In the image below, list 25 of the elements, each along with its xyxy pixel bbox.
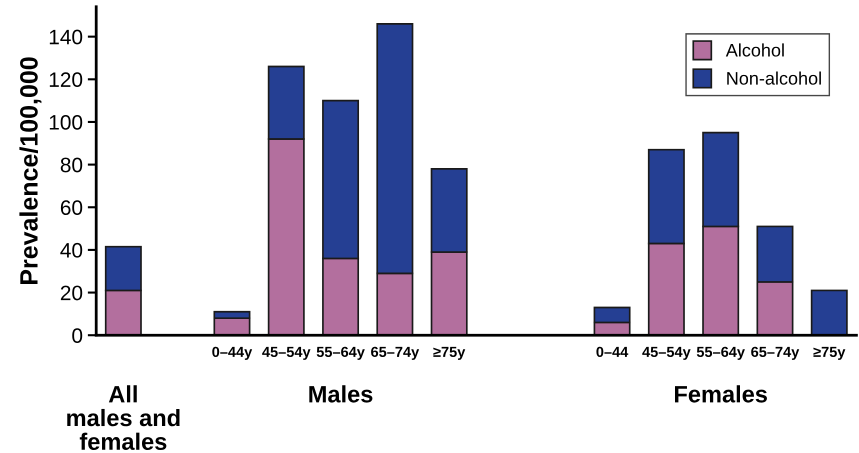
x-tick-label: 55–64y	[316, 346, 365, 360]
x-tick-label: 45–54y	[262, 346, 311, 360]
y-tick-label: 100	[50, 114, 82, 130]
x-tick-label: 45–54y	[642, 346, 691, 360]
text: Females	[675, 385, 767, 403]
y-tick-label: 40	[60, 242, 82, 258]
bar	[810, 290, 848, 336]
x-tick-label: ≥75y	[433, 346, 466, 360]
y-tick-label: 80	[60, 158, 82, 172]
y-tick-label: 140	[50, 30, 82, 44]
x-tick-label: 0–44y	[212, 346, 252, 360]
y-tick-label: 60	[60, 200, 82, 216]
y-tick-label: 20	[60, 286, 82, 300]
text: Males	[309, 385, 372, 403]
x-tick-label: 0–44	[596, 346, 628, 358]
legend-label: Alcohol	[726, 43, 784, 57]
x-tick-label: ≥75y	[813, 346, 846, 360]
y-tick-label: 120	[50, 72, 82, 88]
text: All males and females	[67, 385, 180, 450]
x-tick-label: 55–64y	[696, 346, 745, 360]
y-tick-label: 0	[72, 328, 82, 343]
y-axis-title: Prevalence/100,000	[19, 57, 42, 284]
x-tick-label: 65–74y	[371, 346, 420, 360]
legend-label: Non-alcohol	[727, 71, 821, 85]
x-tick-label: 65–74y	[751, 346, 800, 360]
